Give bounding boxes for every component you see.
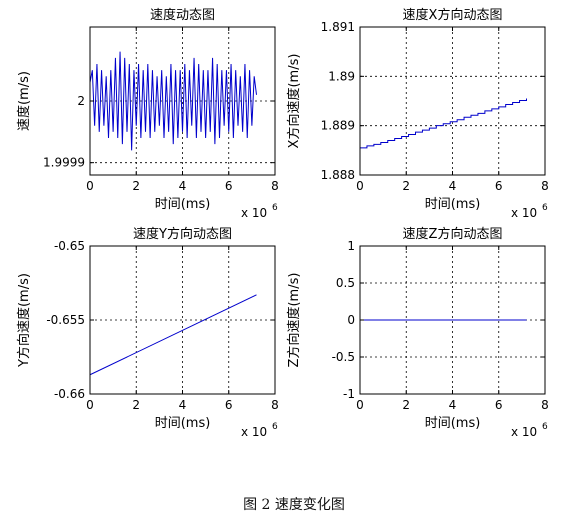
y-axis-label: Z方向速度(m/s) xyxy=(286,273,302,368)
x-tick-label: 2 xyxy=(132,179,140,193)
figure-caption: 图 2 速度变化图 xyxy=(243,497,345,513)
x-axis-label: 时间(ms) xyxy=(155,416,211,431)
series-line-1 xyxy=(89,51,257,151)
y-tick-label: 2 xyxy=(77,94,85,108)
x-axis-exponent: 6 xyxy=(272,203,278,213)
x-tick-label: 6 xyxy=(495,179,503,193)
x-axis-label: 时间(ms) xyxy=(155,197,211,212)
x-tick-label: 8 xyxy=(271,179,279,193)
chart-title: 速度Y方向动态图 xyxy=(133,226,232,242)
x-tick-label: 6 xyxy=(225,179,233,193)
x-tick-label: 2 xyxy=(402,398,410,412)
y-tick-label: 1.888 xyxy=(321,168,355,182)
x-axis-label: 时间(ms) xyxy=(425,416,481,431)
y-axis-label: 速度(m/s) xyxy=(16,71,32,131)
y-axis-label: Y方向速度(m/s) xyxy=(16,273,32,368)
y-tick-label: 1.9999 xyxy=(43,156,85,170)
x-tick-label: 4 xyxy=(179,179,187,193)
x-tick-label: 8 xyxy=(541,179,549,193)
y-tick-label: -0.65 xyxy=(54,239,85,253)
x-tick-label: 0 xyxy=(356,398,364,412)
x-tick-label: 8 xyxy=(541,398,549,412)
y-tick-label: 1 xyxy=(347,239,355,253)
x-axis-exponent: 6 xyxy=(542,422,548,432)
x-tick-label: 0 xyxy=(86,179,94,193)
chart-title: 速度动态图 xyxy=(150,7,215,23)
y-tick-label: -1 xyxy=(343,387,355,401)
x-axis-multiplier: x 10 xyxy=(511,206,537,220)
x-axis-exponent: 6 xyxy=(272,422,278,432)
x-axis-multiplier: x 10 xyxy=(241,425,267,439)
y-tick-label: 1.891 xyxy=(321,20,355,34)
x-tick-label: 4 xyxy=(449,179,457,193)
y-tick-label: -0.655 xyxy=(46,313,85,327)
x-tick-label: 6 xyxy=(225,398,233,412)
series-line-1 xyxy=(89,294,257,376)
y-tick-label: -0.5 xyxy=(332,350,355,364)
y-tick-label: 0.5 xyxy=(336,276,355,290)
y-tick-label: 1.889 xyxy=(321,119,355,133)
x-tick-label: 0 xyxy=(356,179,364,193)
x-tick-label: 2 xyxy=(402,179,410,193)
series-line-1 xyxy=(360,98,527,149)
x-axis-multiplier: x 10 xyxy=(241,206,267,220)
x-tick-label: 2 xyxy=(132,398,140,412)
x-axis-exponent: 6 xyxy=(542,203,548,213)
x-tick-label: 0 xyxy=(86,398,94,412)
x-tick-label: 8 xyxy=(271,398,279,412)
x-tick-label: 6 xyxy=(495,398,503,412)
x-axis-multiplier: x 10 xyxy=(511,425,537,439)
x-axis-label: 时间(ms) xyxy=(425,197,481,212)
x-tick-label: 4 xyxy=(449,398,457,412)
plot-area xyxy=(360,27,545,175)
y-tick-label: 1.89 xyxy=(328,69,355,83)
x-tick-label: 4 xyxy=(179,398,187,412)
y-tick-label: -0.66 xyxy=(54,387,85,401)
y-tick-label: 0 xyxy=(347,313,355,327)
chart-title: 速度X方向动态图 xyxy=(403,7,503,23)
chart-title: 速度Z方向动态图 xyxy=(403,226,503,242)
y-axis-label: X方向速度(m/s) xyxy=(286,54,302,149)
